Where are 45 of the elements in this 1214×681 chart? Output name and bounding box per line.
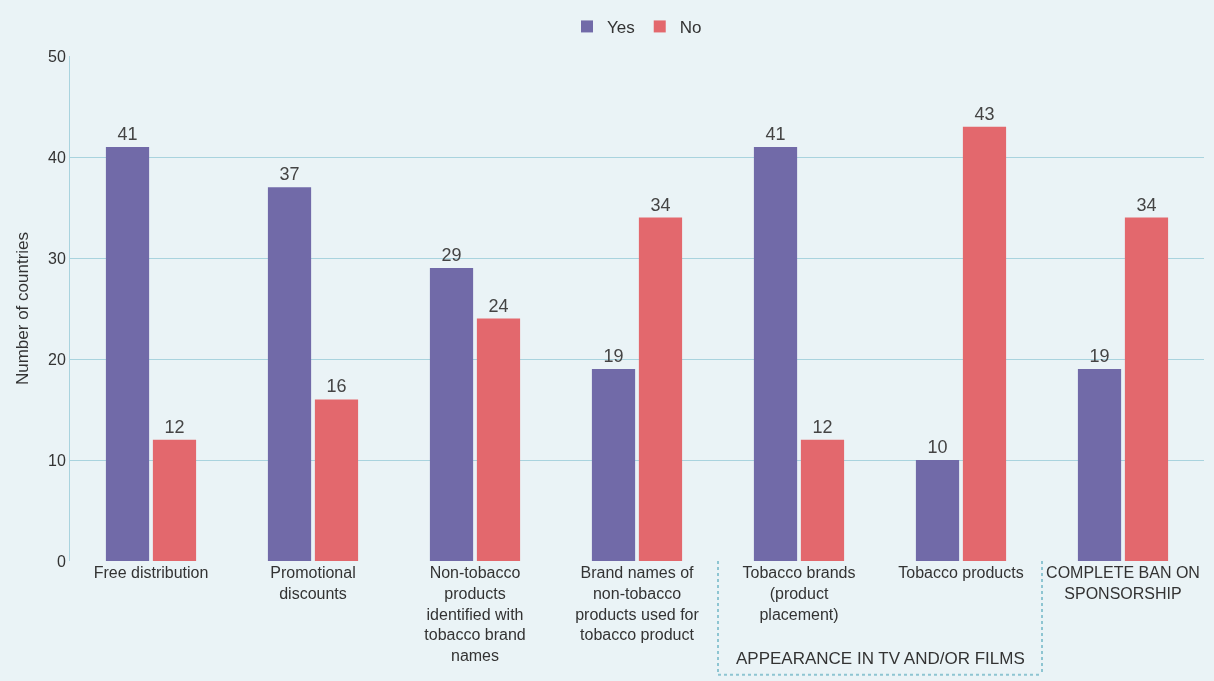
data-label: 34 [650,194,671,215]
y-tick-label: 40 [48,148,66,166]
text: APPEARANCE IN TV AND/OR FILMS [736,649,1025,668]
y-tick-label: 0 [56,552,66,570]
bar [638,217,683,561]
bar [1124,217,1169,561]
bar [753,146,798,561]
data-label: 43 [974,103,995,124]
data-label: 41 [765,123,786,144]
bar [314,399,359,561]
bar [962,126,1007,561]
bar [429,268,474,561]
data-label: 19 [603,346,624,367]
y-tick-label: 50 [48,47,66,65]
data-label: 29 [441,245,462,266]
bar [1077,369,1122,561]
bar [152,439,197,561]
data-label: 16 [326,376,347,397]
x-tick-label: Tobacco products [898,564,1024,581]
y-tick-label: 10 [48,451,66,469]
data-label: 37 [279,164,300,185]
bar [267,187,312,561]
y-axis-title: Number of countries [12,231,32,386]
data-label: 24 [488,295,509,316]
bar [800,439,845,561]
x-tick-label: COMPLETE BAN ON SPONSORSHIP [1046,564,1200,602]
data-label: 12 [812,416,833,437]
legend-label: No [679,18,702,38]
data-label: 10 [927,437,948,457]
x-tick-label: Non-tobacco products identified with tobacco brand names [424,564,526,665]
data-label: 12 [164,416,185,437]
x-tick-label: Promotional discounts [270,564,356,602]
x-tick-label: Free distribution [93,564,209,581]
x-tick-label: Tobacco brands (product placement) [742,564,856,623]
data-label: 41 [117,123,138,144]
bar [915,460,960,561]
bar [591,369,636,561]
data-label: 34 [1136,194,1157,215]
data-label: 19 [1089,346,1110,367]
y-tick-label: 30 [48,249,66,267]
x-tick-label: Brand names of non-tobacco products used for tobacco product [575,564,700,644]
bar [105,146,150,561]
bar [476,318,521,561]
y-tick-label: 20 [48,350,66,368]
legend-label: Yes [607,18,635,38]
